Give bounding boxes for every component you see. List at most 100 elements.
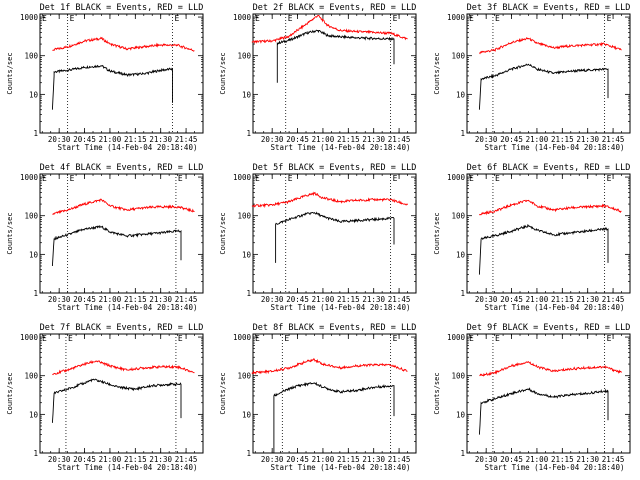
detector-panel: Det 2f BLACK = Events, RED = LLD 1 10 100 10…: [219, 3, 417, 152]
marker-label: E: [255, 174, 260, 183]
x-tick-label: 20:45: [286, 135, 309, 144]
marker-label: E: [70, 14, 75, 23]
marker-label: E: [495, 14, 500, 23]
events-series-line: [51, 378, 182, 423]
lld-series-line: [479, 199, 622, 216]
y-tick-label: 1000: [447, 333, 466, 342]
marker-label: E: [393, 174, 398, 183]
x-tick-label: 21:30: [149, 295, 172, 304]
marker-label: E: [255, 14, 260, 23]
y-tick-label: 1000: [20, 13, 39, 22]
y-axis-label: Counts/sec: [433, 52, 441, 94]
events-series-line: [51, 224, 182, 267]
x-tick-label: 21:00: [99, 455, 122, 464]
marker-label: E: [288, 14, 293, 23]
x-tick-label: 20:30: [48, 295, 71, 304]
x-tick-label: 20:30: [475, 135, 498, 144]
x-axis-label: Start Time (14-Feb-04 20:18:40): [271, 303, 411, 312]
lld-series-line: [52, 36, 195, 52]
panel-title: Det 5f BLACK = Events, RED = LLD: [253, 163, 417, 173]
y-tick-label: 10: [456, 410, 466, 419]
plot-frame: [39, 13, 204, 134]
plot-frame: [252, 173, 417, 294]
x-tick-label: 20:45: [73, 455, 96, 464]
panel-title: Det 1f BLACK = Events, RED = LLD: [40, 3, 204, 13]
y-axis-label: Counts/sec: [6, 372, 14, 414]
y-axis-label: Counts/sec: [219, 52, 227, 94]
panel-title: Det 2f BLACK = Events, RED = LLD: [253, 3, 417, 13]
x-tick-label: 21:00: [312, 135, 335, 144]
events-series-line: [478, 223, 609, 275]
detector-panel: Det 3f BLACK = Events, RED = LLD 1 10 100 10…: [433, 3, 631, 152]
x-tick-label: 21:45: [388, 455, 411, 464]
panel-title: Det 9f BLACK = Events, RED = LLD: [467, 323, 631, 333]
events-series-line: [51, 64, 173, 110]
y-tick-label: 10: [456, 90, 466, 99]
x-tick-label: 21:45: [388, 135, 411, 144]
plot-frame: [466, 173, 631, 294]
x-axis-label: Start Time (14-Feb-04 20:18:40): [485, 303, 625, 312]
detector-panel: Det 7f BLACK = Events, RED = LLD 1 10 100 10…: [6, 323, 204, 472]
y-axis-label: Counts/sec: [6, 52, 14, 94]
y-axis-label: Counts/sec: [6, 212, 14, 254]
x-tick-label: 21:00: [526, 455, 549, 464]
x-tick-label: 21:15: [337, 135, 360, 144]
y-tick-label: 1: [246, 129, 251, 138]
x-tick-label: 21:15: [124, 455, 147, 464]
y-tick-label: 1: [246, 289, 251, 298]
x-tick-label: 21:45: [175, 295, 198, 304]
x-axis-label: Start Time (14-Feb-04 20:18:40): [485, 143, 625, 152]
detector-panel: Det 5f BLACK = Events, RED = LLD 1 10 100 10…: [219, 163, 417, 312]
plot-frame: [39, 173, 204, 294]
x-tick-label: 20:45: [73, 135, 96, 144]
x-tick-label: 21:45: [602, 135, 625, 144]
y-axis-label: Counts/sec: [433, 212, 441, 254]
panel-title: Det 4f BLACK = Events, RED = LLD: [40, 163, 204, 173]
x-tick-label: 20:45: [500, 455, 523, 464]
x-tick-label: 20:45: [500, 295, 523, 304]
x-axis-label: Start Time (14-Feb-04 20:18:40): [271, 463, 411, 472]
lld-series-line: [52, 198, 195, 215]
marker-label: E: [469, 174, 474, 183]
x-tick-label: 21:30: [149, 455, 172, 464]
x-tick-label: 21:45: [602, 295, 625, 304]
y-tick-label: 10: [242, 410, 252, 419]
x-tick-label: 21:15: [337, 455, 360, 464]
y-tick-label: 1: [460, 449, 465, 458]
x-tick-label: 21:45: [175, 135, 198, 144]
y-tick-label: 1: [460, 289, 465, 298]
y-tick-label: 100: [451, 212, 465, 221]
y-axis-label: Counts/sec: [219, 372, 227, 414]
marker-label: E: [42, 174, 47, 183]
x-tick-label: 21:30: [149, 135, 172, 144]
marker-label: E: [284, 334, 289, 343]
y-tick-label: 100: [237, 372, 251, 381]
y-tick-label: 10: [242, 90, 252, 99]
panel-title: Det 7f BLACK = Events, RED = LLD: [40, 323, 204, 333]
plot-frame: [39, 333, 204, 454]
x-tick-label: 21:30: [362, 295, 385, 304]
y-tick-label: 1000: [20, 173, 39, 182]
plot-frame: [252, 333, 417, 454]
y-tick-label: 1000: [233, 333, 252, 342]
plot-frame: [466, 13, 631, 134]
events-series-line: [275, 211, 395, 263]
x-tick-label: 21:15: [124, 135, 147, 144]
detector-panel: Det 6f BLACK = Events, RED = LLD 1 10 100 10…: [433, 163, 631, 312]
marker-label: E: [42, 334, 47, 343]
x-tick-label: 20:45: [73, 295, 96, 304]
y-tick-label: 1: [246, 449, 251, 458]
marker-label: E: [178, 334, 183, 343]
marker-label: E: [469, 14, 474, 23]
lld-series-line: [479, 361, 622, 377]
x-tick-label: 21:15: [124, 295, 147, 304]
y-tick-label: 1000: [447, 13, 466, 22]
detector-panel: Det 9f BLACK = Events, RED = LLD 1 10 100 10…: [433, 323, 631, 472]
x-tick-label: 21:15: [551, 295, 574, 304]
y-tick-label: 100: [237, 52, 251, 61]
y-tick-label: 1000: [447, 173, 466, 182]
panel-title: Det 3f BLACK = Events, RED = LLD: [467, 3, 631, 13]
x-tick-label: 21:00: [312, 295, 335, 304]
